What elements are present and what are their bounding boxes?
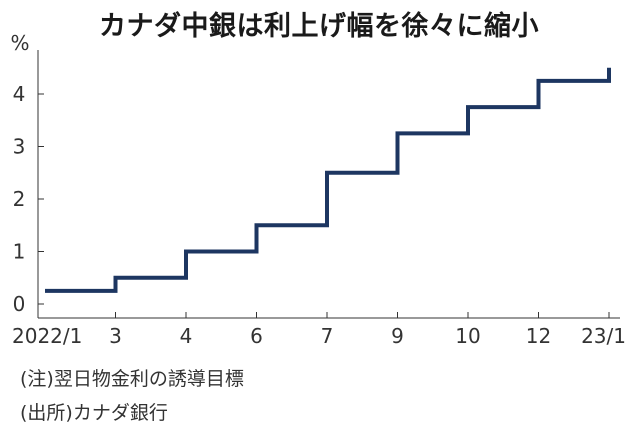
x-tick-label: 12 [526, 324, 551, 348]
chart-title: カナダ中銀は利上げ幅を徐々に縮小 [99, 11, 539, 42]
y-tick-label: 0 [13, 292, 26, 316]
y-tick-label: 4 [13, 82, 26, 106]
x-tick-label: 2022/1 [12, 324, 82, 348]
x-tick-label: 7 [321, 324, 334, 348]
x-tick-label: 10 [455, 324, 480, 348]
x-tick-label: 23/1 [581, 324, 626, 348]
y-tick-group: 0 1 2 3 4 [13, 82, 44, 316]
x-tick-label: 9 [391, 324, 404, 348]
y-tick-label: 1 [13, 240, 26, 264]
x-tick-label: 3 [109, 324, 122, 348]
x-tick-label: 6 [250, 324, 263, 348]
y-axis-unit-label: % [10, 31, 29, 55]
footnote: (注)翌日物金利の誘導目標 [20, 368, 244, 390]
x-tick-label: 4 [180, 324, 193, 348]
y-tick-label: 3 [13, 135, 26, 159]
policy-rate-step-line [45, 67, 611, 293]
source-note: (出所)カナダ銀行 [20, 402, 168, 424]
y-tick-label: 2 [13, 187, 26, 211]
x-tick-group: 2022/1 3 4 6 7 9 10 12 23/1 [12, 312, 626, 348]
